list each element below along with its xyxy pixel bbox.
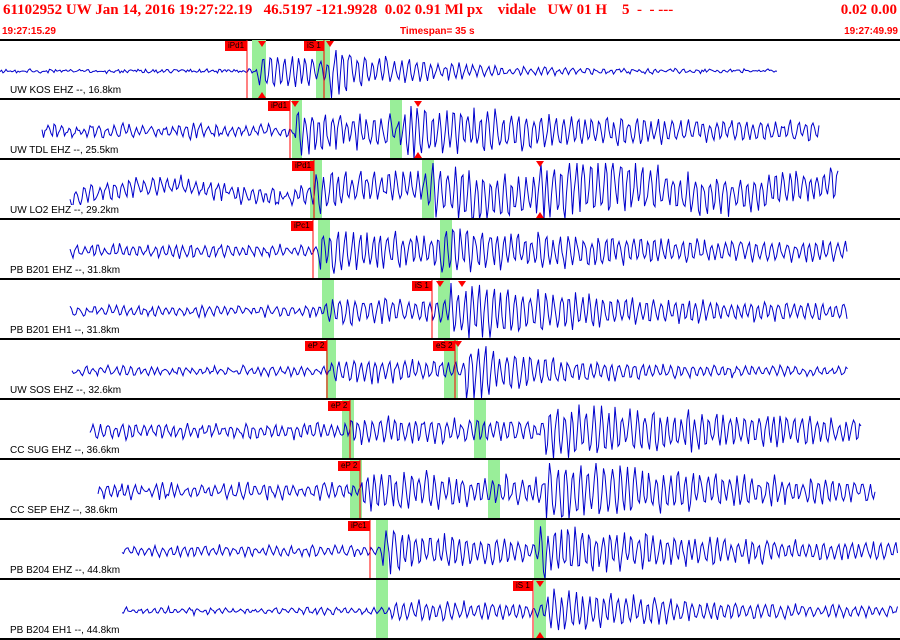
channel-label: PB B204 EHZ --, 44.8km — [10, 565, 121, 576]
pick-marker-triangle[interactable] — [326, 41, 334, 47]
channel-label: UW KOS EHZ --, 16.8km — [10, 85, 122, 96]
waveform-svg — [41, 100, 820, 158]
pick-window — [292, 100, 302, 158]
pick-label[interactable]: iPc1 — [348, 521, 370, 531]
channel-label: UW LO2 EHZ --, 29.2km — [10, 205, 119, 216]
timespan-label: Timespan= 35 s — [400, 26, 475, 37]
pick-label[interactable]: eS 2 — [433, 341, 456, 351]
pick-label[interactable]: iS 1 — [513, 581, 533, 591]
channel-label: UW SOS EHZ --, 32.6km — [10, 385, 122, 396]
waveform-trace — [89, 404, 862, 458]
pick-window — [474, 400, 486, 458]
pick-window — [326, 340, 336, 398]
pick-label[interactable]: iPd1 — [292, 161, 315, 171]
channel-panel[interactable]: iS 1 PB B201 EH1 --, 31.8km — [0, 280, 900, 340]
waveform-trace — [69, 282, 848, 338]
pick-label[interactable]: iPd1 — [225, 41, 248, 51]
waveform-svg — [97, 460, 876, 518]
pick-marker-triangle[interactable] — [258, 92, 266, 98]
waveform-trace — [97, 462, 876, 518]
waveform-svg — [121, 580, 898, 638]
channel-label: CC SEP EHZ --, 38.6km — [10, 505, 118, 516]
pick-marker-triangle[interactable] — [536, 632, 544, 638]
pick-window — [438, 280, 450, 338]
pick-window — [376, 580, 388, 638]
pick-label[interactable]: iS 1 — [412, 281, 432, 291]
waveform-trace — [69, 162, 839, 218]
event-summary-right: 0.02 0.00 — [840, 2, 897, 18]
waveform-trace — [0, 49, 778, 98]
waveform-trace — [71, 346, 848, 398]
pick-window — [342, 400, 354, 458]
start-time: 19:27:15.29 — [2, 26, 56, 37]
channel-panel[interactable]: iS 1 PB B204 EH1 --, 44.8km — [0, 580, 900, 640]
waveform-svg — [69, 160, 839, 218]
waveform-svg — [69, 220, 848, 278]
waveform-panels: iPd1 iS 1 UW KOS EHZ --, 16.8km iPd1 UW … — [0, 40, 900, 640]
pick-window — [350, 460, 362, 518]
waveform-svg — [71, 340, 848, 398]
channel-panel[interactable]: iPd1 UW TDL EHZ --, 25.5km — [0, 100, 900, 160]
channel-label: CC SUG EHZ --, 36.6km — [10, 445, 120, 456]
channel-panel[interactable]: eP 2 CC SEP EHZ --, 38.6km — [0, 460, 900, 520]
channel-panel[interactable]: iPc1 PB B204 EHZ --, 44.8km — [0, 520, 900, 580]
waveform-svg — [0, 40, 778, 98]
channel-panel[interactable]: eP 2 eS 2 UW SOS EHZ --, 32.6km — [0, 340, 900, 400]
pick-marker-triangle[interactable] — [454, 341, 462, 347]
waveform-trace — [41, 105, 820, 158]
channel-panel[interactable]: iPd1 UW LO2 EHZ --, 29.2km — [0, 160, 900, 220]
channel-label: UW TDL EHZ --, 25.5km — [10, 145, 119, 156]
pick-marker-triangle[interactable] — [536, 161, 544, 167]
channel-panel[interactable]: iPc1 PB B201 EHZ --, 31.8km — [0, 220, 900, 280]
event-summary: 61102952 UW Jan 14, 2016 19:27:22.19 46.… — [3, 2, 674, 18]
channel-label: PB B204 EH1 --, 44.8km — [10, 625, 120, 636]
pick-marker-triangle[interactable] — [536, 212, 544, 218]
pick-window — [322, 280, 334, 338]
pick-marker-triangle[interactable] — [536, 581, 544, 587]
channel-label: PB B201 EH1 --, 31.8km — [10, 325, 120, 336]
pick-marker-triangle[interactable] — [414, 101, 422, 107]
waveform-trace — [121, 526, 898, 578]
waveform-svg — [89, 400, 862, 458]
waveform-trace — [69, 228, 848, 274]
pick-label[interactable]: eP 2 — [328, 401, 351, 411]
waveform-svg — [69, 280, 848, 338]
pick-marker-triangle[interactable] — [414, 152, 422, 158]
channel-panel[interactable]: iPd1 iS 1 UW KOS EHZ --, 16.8km — [0, 40, 900, 100]
waveform-trace — [121, 588, 898, 631]
pick-label[interactable]: eP 2 — [305, 341, 328, 351]
pick-label[interactable]: iS 1 — [304, 41, 324, 51]
pick-label[interactable]: iPc1 — [291, 221, 313, 231]
waveform-svg — [121, 520, 898, 578]
header-divider — [0, 39, 900, 41]
pick-window — [534, 580, 546, 638]
pick-label[interactable]: iPd1 — [268, 101, 291, 111]
pick-marker-triangle[interactable] — [458, 281, 466, 287]
pick-marker-triangle[interactable] — [291, 101, 299, 107]
pick-marker-triangle[interactable] — [436, 281, 444, 287]
pick-window — [252, 40, 266, 98]
pick-marker-triangle[interactable] — [258, 41, 266, 47]
channel-label: PB B201 EHZ --, 31.8km — [10, 265, 121, 276]
pick-label[interactable]: eP 2 — [338, 461, 361, 471]
end-time: 19:27:49.99 — [844, 26, 898, 37]
header-bar: 61102952 UW Jan 14, 2016 19:27:22.19 46.… — [0, 0, 900, 24]
pick-window — [376, 520, 388, 578]
channel-panel[interactable]: eP 2 CC SUG EHZ --, 36.6km — [0, 400, 900, 460]
